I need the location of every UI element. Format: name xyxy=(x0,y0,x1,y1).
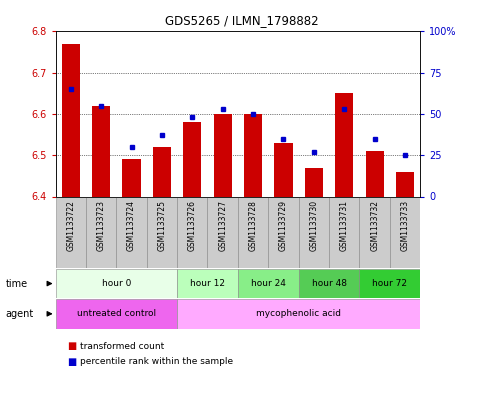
Text: mycophenolic acid: mycophenolic acid xyxy=(256,309,341,318)
Text: GSM1133728: GSM1133728 xyxy=(249,200,257,251)
Bar xyxy=(92,106,110,196)
Text: GSM1133722: GSM1133722 xyxy=(66,200,75,251)
Bar xyxy=(122,160,141,196)
Bar xyxy=(183,122,201,196)
Bar xyxy=(86,197,116,268)
Bar xyxy=(147,197,177,268)
Bar xyxy=(177,299,420,329)
Bar xyxy=(305,168,323,196)
Text: GSM1133730: GSM1133730 xyxy=(309,200,318,251)
Text: time: time xyxy=(6,279,28,288)
Text: ■: ■ xyxy=(68,341,77,351)
Text: hour 12: hour 12 xyxy=(190,279,225,288)
Text: GSM1133725: GSM1133725 xyxy=(157,200,167,251)
Bar xyxy=(177,269,238,298)
Text: ■: ■ xyxy=(68,357,77,367)
Text: GSM1133733: GSM1133733 xyxy=(400,200,410,251)
Bar xyxy=(56,299,177,329)
Text: agent: agent xyxy=(6,309,34,319)
Text: GSM1133727: GSM1133727 xyxy=(218,200,227,251)
Text: GSM1133723: GSM1133723 xyxy=(97,200,106,251)
Bar xyxy=(268,197,298,268)
Text: GDS5265 / ILMN_1798882: GDS5265 / ILMN_1798882 xyxy=(165,14,318,27)
Bar xyxy=(396,172,414,196)
Text: GSM1133724: GSM1133724 xyxy=(127,200,136,251)
Bar xyxy=(238,269,298,298)
Text: percentile rank within the sample: percentile rank within the sample xyxy=(80,358,233,366)
Bar xyxy=(298,197,329,268)
Bar xyxy=(238,197,268,268)
Text: GSM1133732: GSM1133732 xyxy=(370,200,379,251)
Bar xyxy=(56,197,86,268)
Text: GSM1133726: GSM1133726 xyxy=(188,200,197,251)
Text: transformed count: transformed count xyxy=(80,342,164,351)
Bar xyxy=(56,269,177,298)
Text: hour 24: hour 24 xyxy=(251,279,286,288)
Text: untreated control: untreated control xyxy=(77,309,156,318)
Text: hour 0: hour 0 xyxy=(101,279,131,288)
Text: hour 72: hour 72 xyxy=(372,279,407,288)
Text: GSM1133731: GSM1133731 xyxy=(340,200,349,251)
Bar xyxy=(274,143,293,196)
Bar xyxy=(390,197,420,268)
Bar xyxy=(208,197,238,268)
Bar xyxy=(329,197,359,268)
Bar xyxy=(244,114,262,196)
Bar xyxy=(62,44,80,196)
Text: hour 48: hour 48 xyxy=(312,279,346,288)
Bar xyxy=(335,93,354,196)
Bar xyxy=(359,269,420,298)
Text: GSM1133729: GSM1133729 xyxy=(279,200,288,251)
Bar xyxy=(213,114,232,196)
Bar xyxy=(366,151,384,196)
Bar xyxy=(116,197,147,268)
Bar xyxy=(298,269,359,298)
Bar xyxy=(359,197,390,268)
Bar xyxy=(153,147,171,196)
Bar xyxy=(177,197,208,268)
